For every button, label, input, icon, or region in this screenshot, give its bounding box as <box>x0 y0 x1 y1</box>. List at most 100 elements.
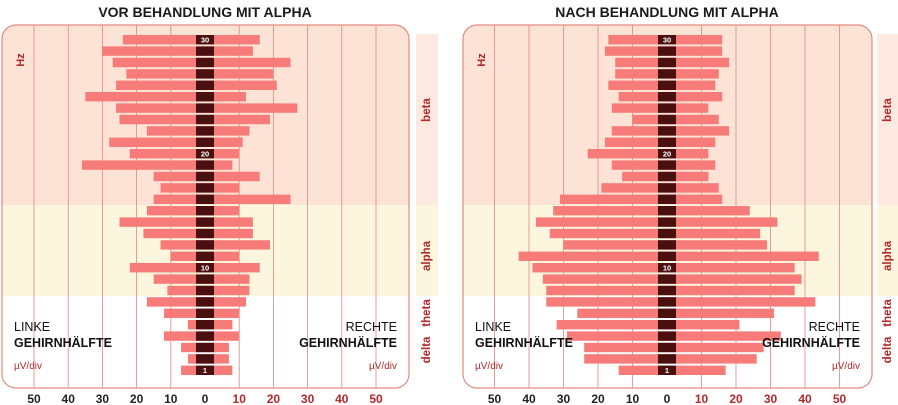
center-cell <box>658 240 676 250</box>
center-cell <box>658 35 676 45</box>
center-cell <box>196 149 214 159</box>
bar-left <box>604 137 667 147</box>
center-cell <box>658 354 676 364</box>
center-cell <box>658 160 676 170</box>
y-tick-label: 1 <box>665 366 669 375</box>
bar-right <box>667 354 757 364</box>
center-cell <box>658 171 676 182</box>
bar-left <box>618 365 667 375</box>
bar-left <box>611 126 667 136</box>
bar-left <box>577 308 667 318</box>
bar-right <box>205 263 260 273</box>
bar-left <box>143 228 205 239</box>
bar-left <box>126 69 205 79</box>
bar-left <box>119 114 205 125</box>
center-cell <box>196 217 214 227</box>
bar-left <box>81 160 205 170</box>
bar-left <box>546 297 667 307</box>
x-tick-label: 20 <box>130 392 144 405</box>
center-cell <box>196 194 214 204</box>
y-tick-label: 10 <box>663 263 671 272</box>
center-cell <box>658 342 676 353</box>
y-tick-label: 20 <box>663 149 671 158</box>
center-cell <box>196 320 214 330</box>
center-cell <box>658 206 676 216</box>
unit-label-right: µV/div <box>832 361 860 372</box>
bar-right <box>205 183 240 193</box>
y-tick-label: 1 <box>203 366 207 375</box>
x-tick-label: 10 <box>626 392 640 405</box>
chart-after: 3020101HzbetaalphathetadeltaLINKEGEHIRNH… <box>462 24 898 405</box>
bar-left <box>556 320 667 330</box>
bar-right <box>667 251 819 261</box>
center-cell <box>196 240 214 250</box>
left-hemisphere-label: LINKE <box>14 320 50 334</box>
center-cell <box>658 103 676 113</box>
band-label-theta: theta <box>421 299 433 327</box>
bar-left <box>167 285 205 296</box>
bar-right <box>667 114 719 125</box>
bar-right <box>205 206 240 216</box>
center-cell <box>658 183 676 193</box>
band-label-beta: beta <box>882 98 894 122</box>
center-cell <box>196 251 214 261</box>
bar-left <box>584 354 667 364</box>
bar-left <box>170 251 205 261</box>
bar-left <box>584 342 667 353</box>
bar-left <box>560 194 667 204</box>
x-tick-label: 0 <box>202 392 209 405</box>
bar-left <box>119 217 205 227</box>
x-tick-label: 30 <box>96 392 110 405</box>
center-cell <box>658 331 676 341</box>
center-cell <box>196 114 214 125</box>
center-cell <box>196 297 214 307</box>
x-tick-label: 40 <box>335 392 349 405</box>
bar-right <box>205 354 229 364</box>
bar-right <box>667 92 723 102</box>
center-cell <box>658 137 676 147</box>
bar-right <box>667 137 716 147</box>
center-cell <box>658 285 676 296</box>
bar-right <box>667 126 730 136</box>
bar-right <box>205 171 260 182</box>
band-label-beta: beta <box>421 98 433 122</box>
band-label-theta: theta <box>882 299 894 327</box>
bar-left <box>618 92 667 102</box>
right-hemisphere-label: RECHTE <box>346 320 397 334</box>
bar-right <box>667 228 761 239</box>
bar-left <box>622 171 667 182</box>
center-cell <box>196 206 214 216</box>
bar-right <box>667 331 781 341</box>
bar-right <box>667 171 709 182</box>
bar-right <box>667 320 740 330</box>
band-label-delta: delta <box>421 336 433 363</box>
bar-right <box>667 285 795 296</box>
bar-left <box>608 80 667 90</box>
x-tick-label: 40 <box>522 392 536 405</box>
bar-right <box>205 217 253 227</box>
band-strip-alpha <box>416 205 438 297</box>
bar-left <box>518 251 667 261</box>
bar-left <box>153 274 205 284</box>
x-tick-label: 50 <box>488 392 502 405</box>
band-strip-delta <box>416 341 438 376</box>
bar-left <box>102 46 205 56</box>
bar-right <box>667 217 778 227</box>
bar-right <box>205 149 240 159</box>
x-tick-label: 40 <box>798 392 812 405</box>
plot-area: 30 20 10 1 <box>2 25 409 388</box>
center-cell <box>658 126 676 136</box>
band-strip-theta <box>416 296 438 342</box>
y-tick-label: 10 <box>201 263 209 272</box>
bar-right <box>205 46 253 56</box>
center-cell <box>196 331 214 341</box>
x-tick-label: 10 <box>233 392 247 405</box>
bar-right <box>667 35 723 45</box>
center-cell <box>196 35 214 45</box>
x-tick-label: 50 <box>833 392 847 405</box>
center-cell <box>196 103 214 113</box>
bar-left <box>615 69 667 79</box>
bar-right <box>205 92 247 102</box>
left-hemisphere-label: LINKE <box>475 320 511 334</box>
